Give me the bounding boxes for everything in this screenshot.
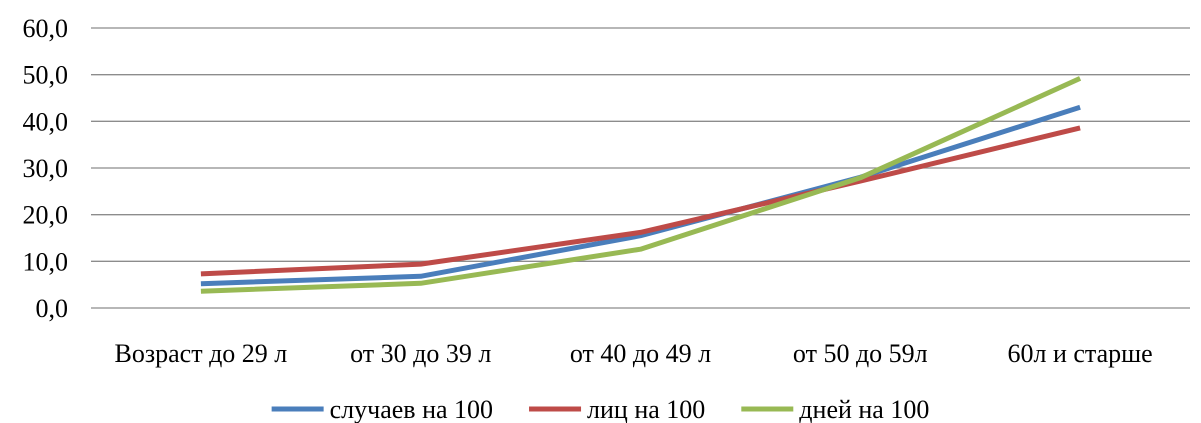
series-line-2 [200,76,1082,294]
y-tick-label-3: 30,0 [23,154,69,183]
x-tick-label-1: от 30 до 39 л [350,339,491,368]
series-line-0 [200,104,1081,287]
legend: случаев на 100 лиц на 100 дней на 100 [271,395,929,423]
y-tick-label-0: 0,0 [36,294,69,323]
y-tick-label-6: 60,0 [23,14,69,43]
y-axis-tick-labels: 0,0 10,0 20,0 30,0 40,0 50,0 60,0 [23,14,69,323]
legend-label-0: случаев на 100 [330,395,493,423]
y-tick-label-4: 40,0 [23,107,69,136]
x-tick-label-4: 60л и старше [1007,339,1152,368]
x-tick-label-3: от 50 до 59л [793,339,928,368]
y-tick-label-1: 10,0 [23,247,69,276]
series-lines [200,76,1082,294]
x-axis-tick-labels: Возраст до 29 л от 30 до 39 л от 40 до 49 … [115,339,1153,368]
y-tick-label-5: 50,0 [23,61,69,90]
gridlines [91,27,1190,309]
x-tick-label-2: от 40 до 49 л [570,339,711,368]
y-tick-label-2: 20,0 [23,201,69,230]
x-tick-label-0: Возраст до 29 л [115,339,288,368]
legend-label-1: лиц на 100 [587,395,705,423]
legend-label-2: дней на 100 [799,395,929,423]
